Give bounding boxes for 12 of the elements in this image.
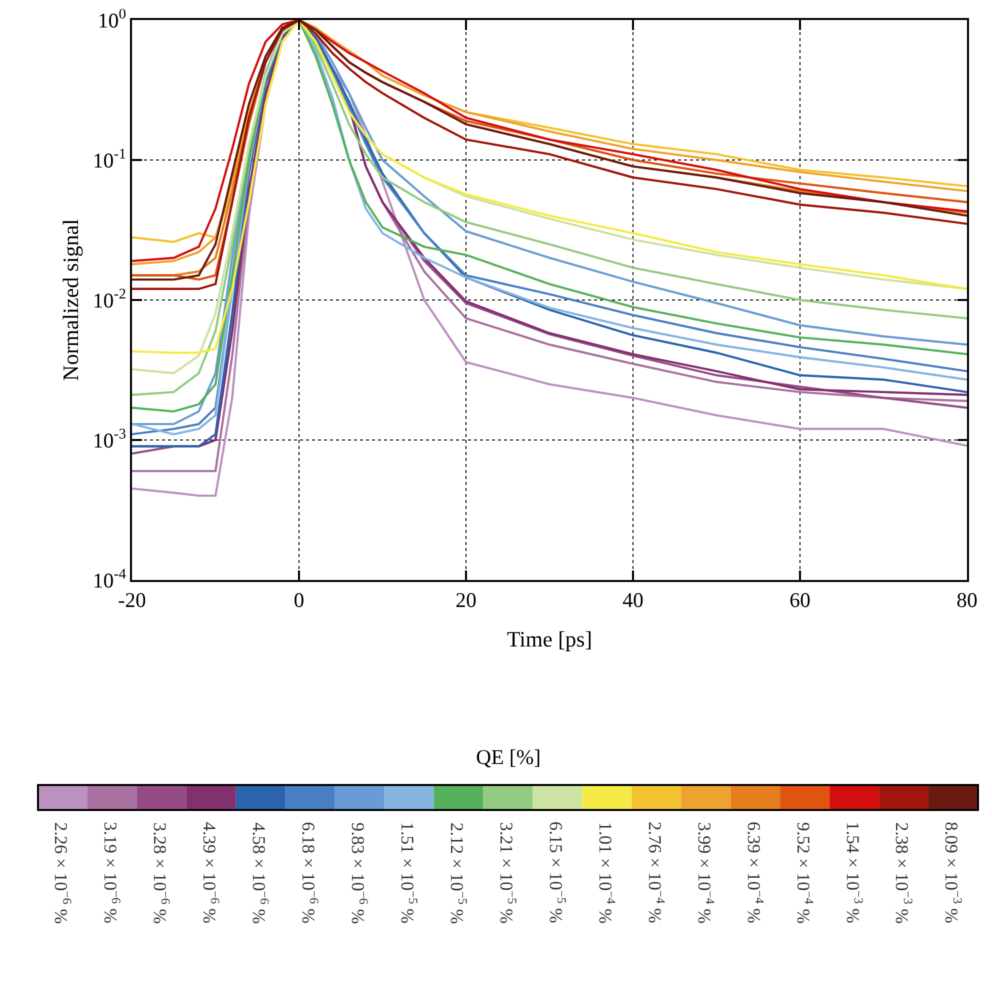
x-tick-label: 60 [790,588,810,612]
x-tick-label: 40 [622,588,644,612]
y-axis-title: Normalized signal [58,219,84,381]
y-tick-label: 10$^{-3}$ [92,426,126,452]
y-tick-label: 10$^{-2}$ [92,286,126,312]
y-tick-label: 10$^{0}$ [98,6,126,32]
x-tick-label: 80 [956,588,978,612]
legend-title: QE [%] [476,745,541,769]
x-tick-label: 0 [294,588,304,612]
x-axis-title: Time [ps] [506,626,592,652]
x-tick-label: 20 [456,588,476,612]
y-tick-label: 10$^{-1}$ [92,146,126,172]
